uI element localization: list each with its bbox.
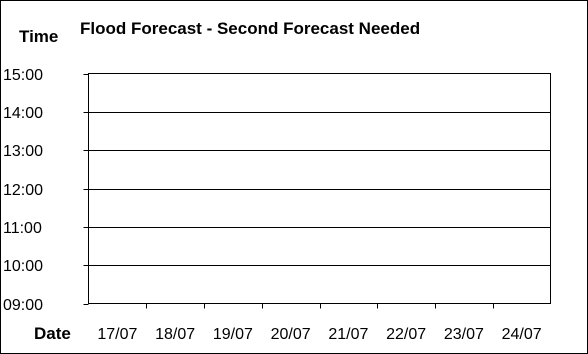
chart-title: Flood Forecast - Second Forecast Needed <box>80 19 420 38</box>
y-tick-label: 10:00 <box>3 258 43 275</box>
x-tick-label: 18/07 <box>155 326 195 343</box>
y-tick-label: 09:00 <box>3 297 43 314</box>
plot-area <box>88 73 551 304</box>
y-tick-label: 13:00 <box>3 143 43 160</box>
x-tick-label: 19/07 <box>213 326 253 343</box>
y-tick-label: 11:00 <box>3 220 42 237</box>
x-tick-label: 17/07 <box>97 326 137 343</box>
x-tick-label: 24/07 <box>502 326 542 343</box>
y-tick-label: 14:00 <box>3 105 43 122</box>
x-tick-label: 22/07 <box>386 326 426 343</box>
x-axis-label: Date <box>34 324 71 343</box>
y-tick-label: 12:00 <box>3 182 43 199</box>
x-tick-label: 20/07 <box>271 326 311 343</box>
x-axis-ticks: 17/07 18/07 19/07 20/07 21/07 22/07 23/07 24/07 <box>97 303 542 343</box>
y-tick-label: 15:00 <box>3 67 43 84</box>
x-tick-label: 21/07 <box>328 326 368 343</box>
y-axis-label: Time <box>19 27 58 46</box>
y-axis-ticks: 15:00 14:00 13:00 12:00 11:00 10:00 09:00 <box>3 67 89 314</box>
x-tick-label: 23/07 <box>444 326 484 343</box>
gridlines <box>88 112 551 266</box>
